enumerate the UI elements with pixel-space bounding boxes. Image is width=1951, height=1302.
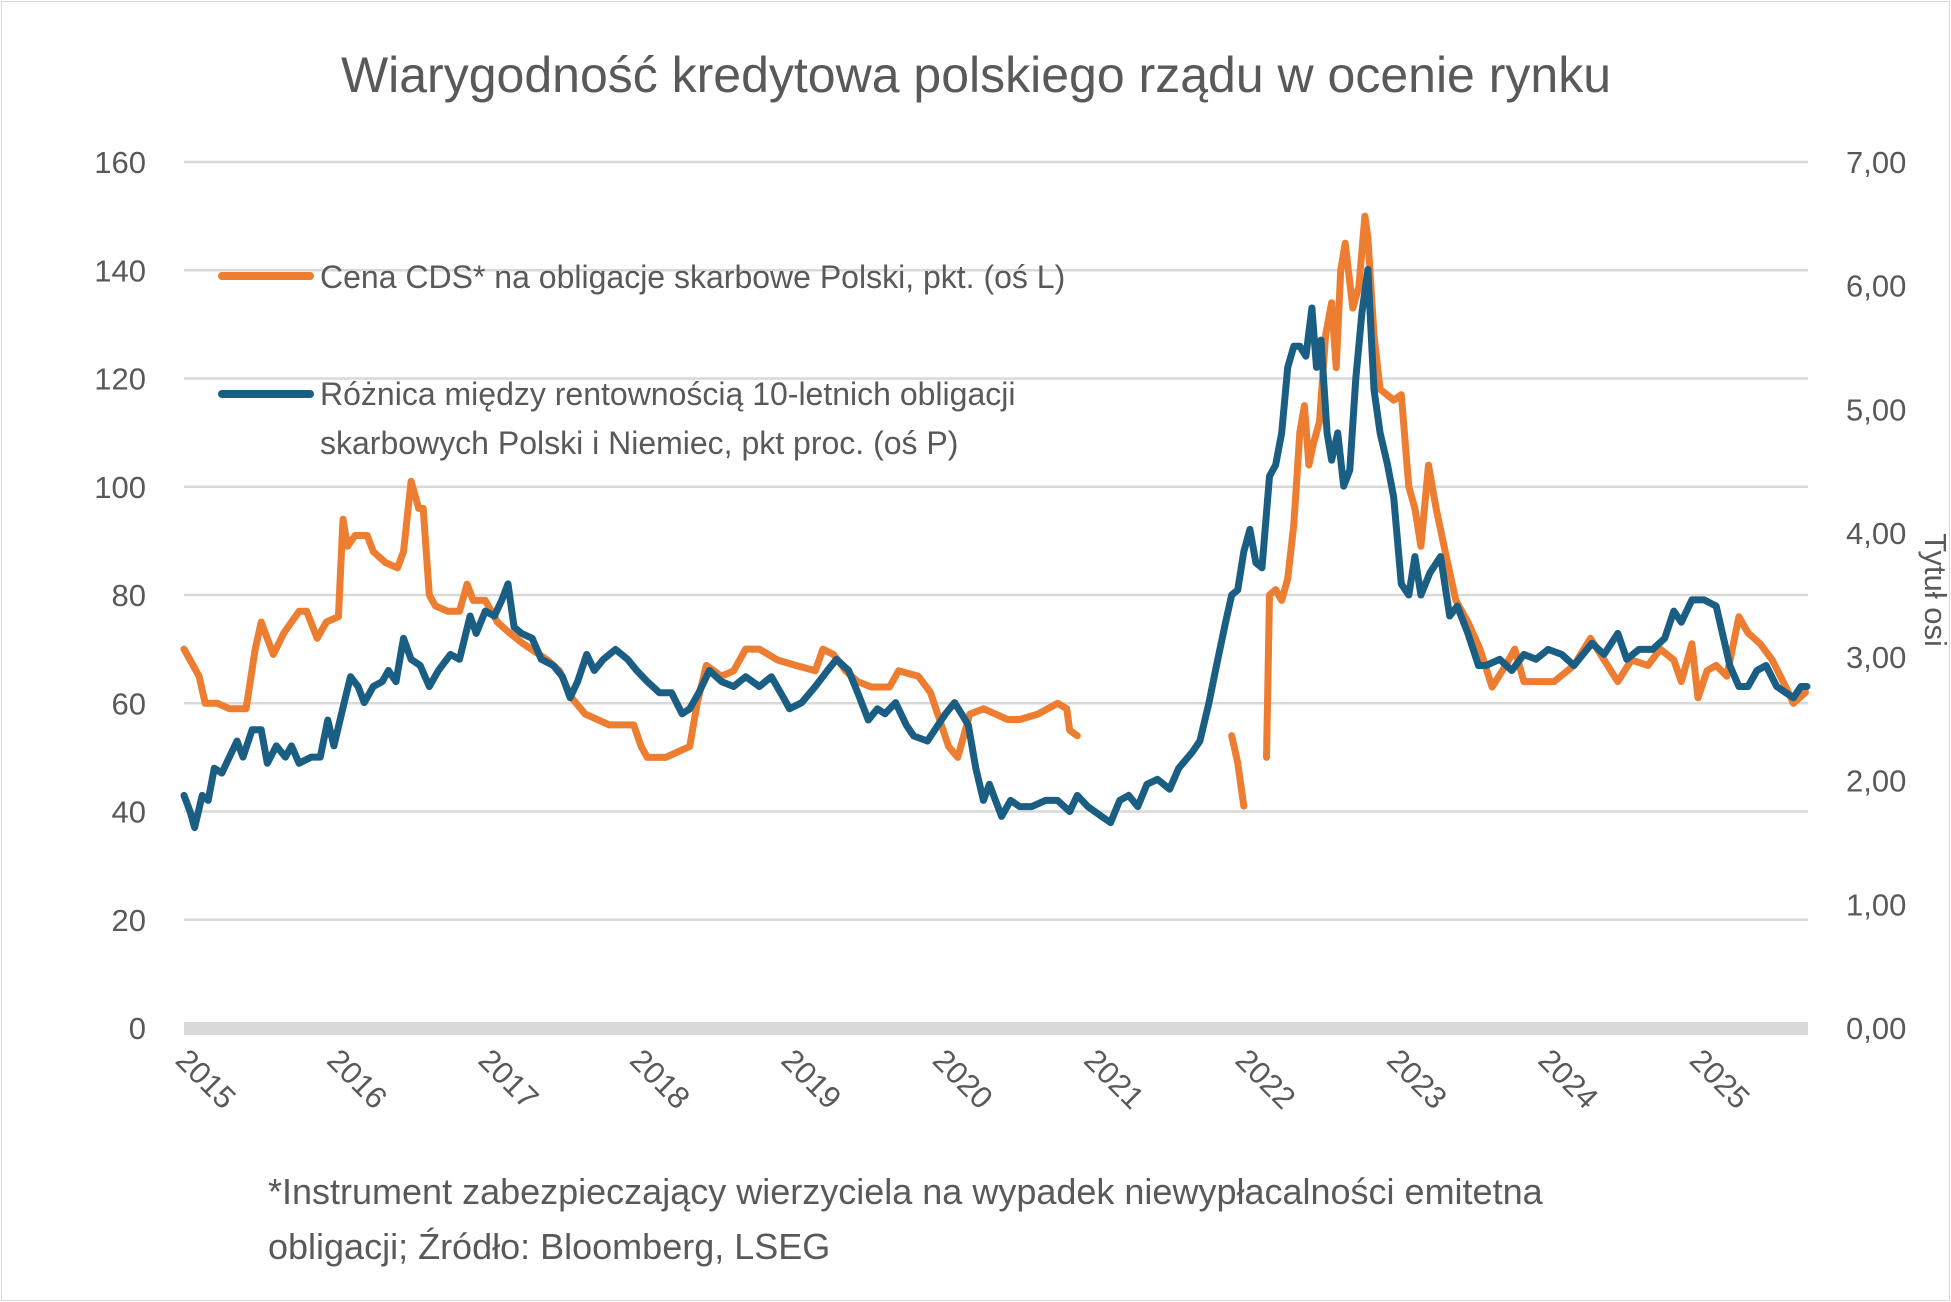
y2-tick-label: 2,00 (1846, 764, 1906, 799)
y-tick-label: 0 (129, 1011, 146, 1046)
y2-tick-label: 3,00 (1846, 640, 1906, 675)
x-tick-label: 2017 (472, 1042, 546, 1116)
y2-tick-label: 0,00 (1846, 1011, 1906, 1046)
footnote-line1: *Instrument zabezpieczający wierzyciela … (268, 1171, 1544, 1212)
y2-tick-label: 7,00 (1846, 145, 1906, 180)
x-axis-baseline (184, 1022, 1808, 1035)
x-tick-label: 2023 (1380, 1042, 1454, 1116)
x-tick-label: 2016 (320, 1042, 394, 1116)
x-tick-label: 2021 (1077, 1042, 1151, 1116)
x-tick-label: 2018 (623, 1042, 697, 1116)
y-tick-label: 120 (94, 362, 146, 397)
x-tick-label: 2022 (1229, 1042, 1303, 1116)
y-tick-label: 80 (112, 578, 146, 613)
y2-tick-label: 4,00 (1846, 516, 1906, 551)
y-tick-label: 100 (94, 470, 146, 505)
y2-tick-label: 5,00 (1846, 392, 1906, 427)
y2-tick-label: 1,00 (1846, 887, 1906, 922)
y-tick-label: 160 (94, 145, 146, 180)
legend-label-spread-line1: Różnica między rentownością 10-letnich o… (320, 376, 1015, 412)
x-tick-label: 2024 (1532, 1042, 1606, 1116)
chart-title: Wiarygodność kredytowa polskiego rządu w… (341, 47, 1611, 103)
series-line-spread (180, 266, 1811, 832)
legend: Cena CDS* na obligacje skarbowe Polski, … (218, 259, 1065, 461)
y-tick-label: 40 (112, 795, 146, 830)
y-tick-label: 20 (112, 903, 146, 938)
legend-label-cds: Cena CDS* na obligacje skarbowe Polski, … (320, 259, 1065, 295)
x-tick-label: 2019 (775, 1042, 849, 1116)
y2-tick-label: 6,00 (1846, 269, 1906, 304)
y2-axis-title: Tytuł osi (1918, 533, 1951, 647)
x-tick-label: 2015 (169, 1042, 243, 1116)
x-tick-label: 2020 (926, 1042, 1000, 1116)
x-tick-label: 2025 (1683, 1042, 1757, 1116)
y-tick-label: 60 (112, 686, 146, 721)
legend-label-spread-line2: skarbowych Polski i Niemiec, pkt proc. (… (320, 425, 958, 461)
footnote-line2: obligacji; Źródło: Bloomberg, LSEG (268, 1226, 830, 1267)
series-line-cds (180, 212, 1809, 810)
y-tick-label: 140 (94, 253, 146, 288)
